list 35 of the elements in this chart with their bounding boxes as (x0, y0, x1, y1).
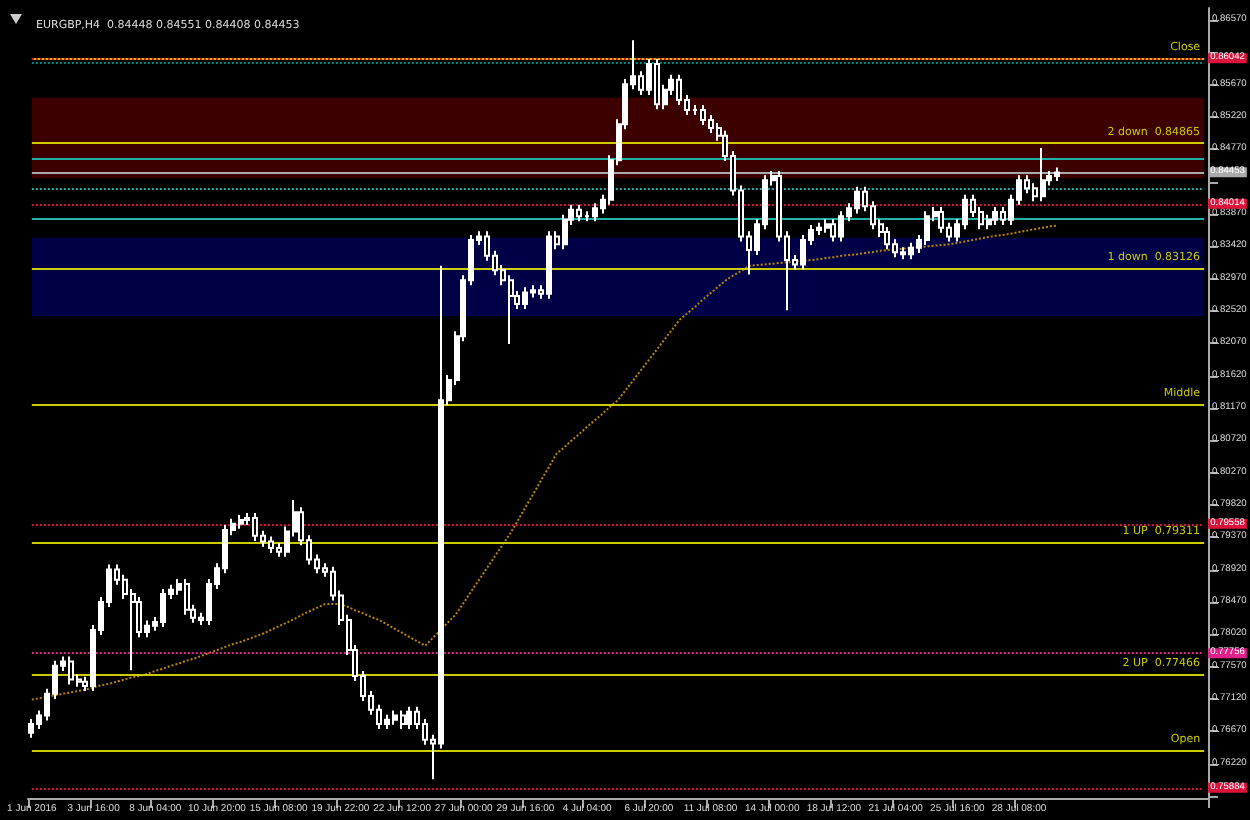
candlestick (546, 230, 552, 300)
candlestick (522, 286, 528, 310)
candlestick (838, 210, 844, 243)
candlestick (854, 185, 860, 215)
candlestick (28, 718, 34, 739)
candlestick (800, 233, 806, 271)
candlestick (938, 205, 944, 234)
candlestick (238, 514, 244, 530)
candlestick (884, 226, 890, 251)
candlestick (584, 210, 590, 223)
candlestick (562, 213, 568, 251)
candlestick (824, 218, 830, 234)
candlestick (184, 577, 190, 616)
candlestick (986, 213, 992, 231)
line-series (30, 224, 1059, 701)
candlestick (924, 210, 930, 246)
candlestick (1054, 166, 1060, 183)
candlestick (406, 705, 412, 731)
candlestick (160, 588, 166, 629)
candlestick (700, 103, 706, 127)
candlestick (654, 57, 660, 111)
candlestick (592, 202, 598, 223)
candlestick (692, 103, 698, 117)
candlestick (252, 511, 258, 542)
candlestick (384, 713, 390, 731)
candlestick (576, 203, 582, 223)
candlestick (392, 709, 398, 726)
candlestick (268, 535, 274, 555)
candlestick (68, 655, 74, 686)
candlestick (900, 246, 906, 261)
candlestick (830, 218, 836, 243)
candlestick (992, 205, 998, 226)
candlestick (400, 709, 406, 731)
candlestick (908, 241, 914, 261)
candlestick (1040, 147, 1046, 203)
